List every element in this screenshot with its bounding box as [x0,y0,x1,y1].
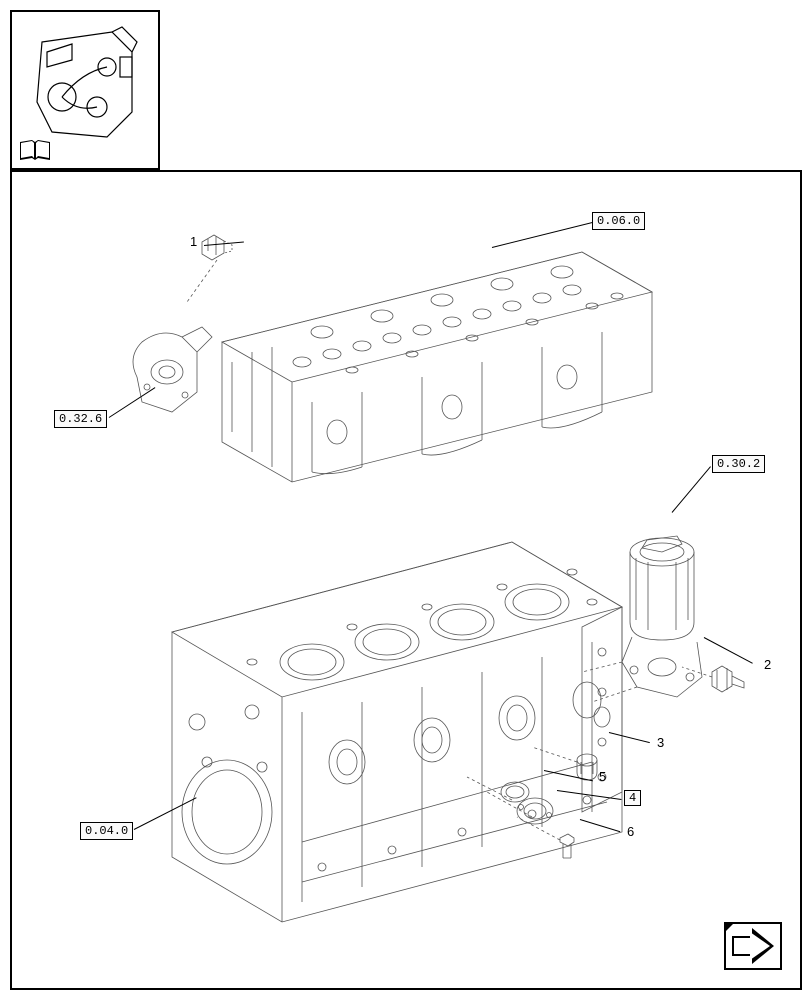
callout-4: 4 [624,790,641,806]
thermostat-housing [133,327,212,412]
sensor-2 [712,666,744,692]
ref-0-04-0: 0.04.0 [80,822,133,840]
next-page-icon[interactable] [724,922,782,970]
plug-3 [577,754,597,780]
thumbnail-frame [10,10,160,170]
exploded-engine-diagram [12,172,800,988]
gasket-5 [501,782,529,802]
manual-icon [18,138,52,162]
cylinder-head [222,252,652,482]
callout-3: 3 [657,735,664,750]
callout-6: 6 [627,824,634,839]
engine-block [172,542,622,922]
ref-0-06-0: 0.06.0 [592,212,645,230]
callout-2: 2 [764,657,771,672]
bolt-6 [560,834,574,858]
ref-0-32-6: 0.32.6 [54,410,107,428]
diagram-frame: 0.06.0 0.32.6 0.30.2 0.04.0 1 2 3 4 5 6 [10,170,802,990]
callout-1: 1 [190,234,197,249]
oil-filter-assembly [582,536,702,702]
ref-0-30-2: 0.30.2 [712,455,765,473]
sensor-1 [202,235,232,260]
callout-5: 5 [599,769,606,784]
